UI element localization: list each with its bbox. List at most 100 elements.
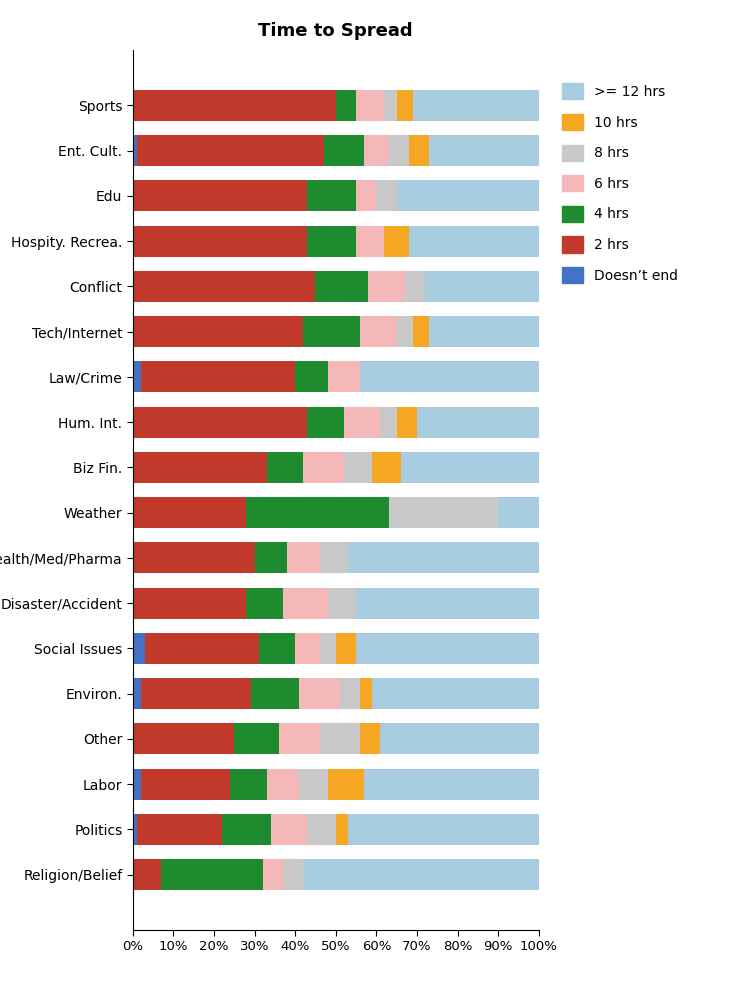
Bar	[279, 723, 320, 754]
Bar	[430, 135, 539, 166]
Bar	[417, 407, 539, 438]
Bar	[308, 226, 356, 257]
Bar	[356, 90, 384, 121]
Bar	[300, 769, 328, 800]
Bar	[413, 90, 539, 121]
Bar	[360, 678, 373, 709]
Bar	[388, 497, 498, 528]
Bar	[368, 271, 404, 302]
Bar	[133, 633, 145, 664]
Bar	[250, 678, 300, 709]
Bar	[356, 226, 384, 257]
Bar	[258, 633, 295, 664]
Bar	[376, 180, 397, 211]
Bar	[336, 814, 348, 845]
Bar	[364, 769, 539, 800]
Bar	[295, 633, 320, 664]
Bar	[133, 226, 308, 257]
Bar	[141, 361, 295, 392]
Bar	[348, 814, 539, 845]
Bar	[303, 859, 539, 890]
Bar	[498, 497, 539, 528]
Bar	[133, 678, 141, 709]
Bar	[364, 135, 388, 166]
Bar	[320, 542, 348, 573]
Bar	[316, 271, 368, 302]
Bar	[373, 452, 401, 483]
Bar	[141, 769, 230, 800]
Bar	[425, 271, 539, 302]
Bar	[300, 678, 340, 709]
Bar	[133, 135, 137, 166]
Bar	[222, 814, 271, 845]
Bar	[397, 90, 413, 121]
Bar	[397, 180, 539, 211]
Bar	[133, 361, 141, 392]
Bar	[141, 678, 250, 709]
Bar	[384, 90, 397, 121]
Bar	[336, 633, 356, 664]
Bar	[255, 542, 287, 573]
Bar	[246, 588, 283, 619]
Bar	[348, 542, 539, 573]
Bar	[133, 542, 255, 573]
Bar	[401, 452, 539, 483]
Bar	[320, 723, 360, 754]
Title: Time to Spread: Time to Spread	[258, 22, 413, 40]
Bar	[430, 316, 539, 347]
Bar	[373, 678, 539, 709]
Bar	[328, 588, 356, 619]
Bar	[320, 633, 336, 664]
Bar	[336, 90, 356, 121]
Bar	[263, 859, 283, 890]
Bar	[404, 271, 425, 302]
Bar	[409, 135, 430, 166]
Bar	[303, 452, 344, 483]
Bar	[246, 497, 388, 528]
Bar	[133, 271, 316, 302]
Bar	[283, 859, 303, 890]
Bar	[271, 814, 308, 845]
Legend: >= 12 hrs, 10 hrs, 8 hrs, 6 hrs, 4 hrs, 2 hrs, Doesn’t end: >= 12 hrs, 10 hrs, 8 hrs, 6 hrs, 4 hrs, …	[562, 83, 678, 283]
Bar	[283, 588, 328, 619]
Bar	[356, 633, 539, 664]
Bar	[360, 361, 539, 392]
Bar	[323, 135, 364, 166]
Bar	[308, 180, 356, 211]
Bar	[133, 859, 162, 890]
Bar	[397, 407, 417, 438]
Bar	[267, 769, 300, 800]
Bar	[230, 769, 267, 800]
Bar	[384, 226, 409, 257]
Bar	[303, 316, 360, 347]
Bar	[235, 723, 279, 754]
Bar	[397, 316, 413, 347]
Bar	[133, 407, 308, 438]
Bar	[267, 452, 303, 483]
Bar	[133, 588, 246, 619]
Bar	[133, 723, 235, 754]
Bar	[409, 226, 539, 257]
Bar	[133, 452, 267, 483]
Bar	[137, 814, 222, 845]
Bar	[133, 814, 137, 845]
Bar	[344, 407, 381, 438]
Bar	[295, 361, 328, 392]
Bar	[344, 452, 373, 483]
Bar	[162, 859, 263, 890]
Bar	[308, 814, 336, 845]
Bar	[133, 769, 141, 800]
Bar	[328, 769, 365, 800]
Bar	[340, 678, 360, 709]
Bar	[360, 316, 397, 347]
Bar	[133, 497, 246, 528]
Bar	[137, 135, 323, 166]
Bar	[381, 407, 397, 438]
Bar	[133, 316, 303, 347]
Bar	[133, 180, 308, 211]
Bar	[133, 90, 336, 121]
Bar	[413, 316, 430, 347]
Bar	[381, 723, 539, 754]
Bar	[308, 407, 344, 438]
Bar	[328, 361, 360, 392]
